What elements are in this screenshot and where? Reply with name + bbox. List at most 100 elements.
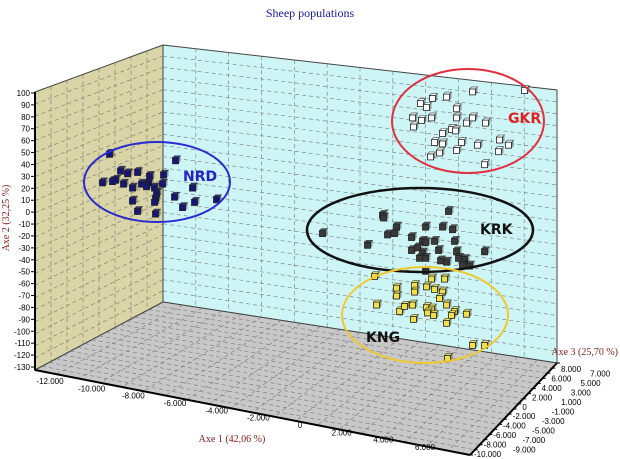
x-tick-label: -12.000 bbox=[36, 377, 64, 386]
gridline bbox=[162, 134, 558, 186]
point-nrd bbox=[212, 194, 223, 204]
cube-front bbox=[416, 254, 423, 262]
chart-title: Sheep populations bbox=[266, 6, 355, 20]
cube-top bbox=[447, 310, 458, 313]
cube-top bbox=[440, 273, 451, 277]
point-gkr bbox=[435, 147, 446, 157]
cube-front bbox=[453, 146, 460, 154]
cube-side bbox=[415, 300, 418, 309]
point-gkr bbox=[428, 93, 439, 102]
group-label-kng: KNG bbox=[366, 330, 400, 346]
cube-top bbox=[378, 210, 389, 213]
cube-top bbox=[457, 137, 468, 140]
cube-side bbox=[480, 140, 483, 149]
gridline bbox=[127, 320, 533, 389]
point-gkr bbox=[480, 159, 491, 169]
cube-side bbox=[449, 257, 452, 266]
gridline bbox=[162, 268, 558, 328]
gridline bbox=[34, 290, 164, 359]
point-nrd bbox=[98, 177, 109, 187]
cube-top bbox=[473, 139, 484, 143]
y-tick-label: 0 bbox=[26, 208, 31, 217]
cube-front bbox=[99, 179, 106, 187]
point-gkr bbox=[427, 112, 438, 122]
point-gkr bbox=[495, 134, 506, 144]
cube-side bbox=[467, 254, 470, 263]
y-tick-label: 100 bbox=[17, 89, 31, 98]
group-label-krk: KRK bbox=[480, 222, 514, 238]
cube-side bbox=[445, 138, 448, 147]
cube-side bbox=[415, 112, 418, 121]
cube-top bbox=[98, 177, 109, 181]
gridline bbox=[162, 111, 558, 162]
cube-top bbox=[133, 167, 144, 170]
point-kng bbox=[447, 310, 458, 319]
cube-front bbox=[364, 241, 371, 249]
point-krk bbox=[363, 240, 374, 249]
cube-top bbox=[438, 128, 449, 131]
cube-top bbox=[452, 112, 463, 116]
z-tick-labels: 8.000 7.000 6.000 5.000 4.000 3.000 2.000 1.000… bbox=[470, 362, 611, 459]
gridline bbox=[148, 309, 548, 374]
gridline bbox=[155, 305, 553, 369]
cube-top bbox=[442, 256, 453, 260]
cube-side bbox=[457, 236, 460, 245]
cube-top bbox=[468, 112, 479, 116]
cube-front bbox=[409, 301, 416, 309]
point-krk bbox=[390, 228, 401, 238]
cube-front bbox=[505, 141, 512, 149]
cube-front bbox=[448, 312, 455, 319]
x-tick-label: 0 bbox=[298, 421, 303, 430]
cube-top bbox=[116, 165, 127, 169]
cube-side bbox=[502, 135, 505, 143]
gridline bbox=[98, 335, 514, 410]
cube-side bbox=[501, 146, 504, 155]
cube-top bbox=[212, 194, 223, 198]
cube-side bbox=[130, 168, 133, 177]
cube-front bbox=[120, 180, 127, 188]
y-tick-label: -90 bbox=[18, 315, 30, 324]
y-tick-label: -20 bbox=[18, 232, 30, 241]
cube-front bbox=[463, 119, 470, 127]
y-tick-label: -80 bbox=[18, 303, 30, 312]
cube-top bbox=[400, 301, 411, 304]
cube-front bbox=[495, 148, 502, 156]
cube-front bbox=[393, 292, 400, 300]
point-nrd bbox=[123, 168, 134, 178]
cube-front bbox=[171, 193, 178, 201]
gridline bbox=[34, 212, 164, 274]
x-tick-label: -2.000 bbox=[247, 414, 270, 423]
cube-top bbox=[444, 206, 455, 209]
cube-front bbox=[411, 288, 418, 296]
cube-front bbox=[482, 119, 489, 127]
cube-front bbox=[469, 341, 476, 349]
point-gkr bbox=[438, 138, 449, 148]
point-krk bbox=[442, 256, 453, 266]
y-tick-label: 40 bbox=[21, 160, 30, 169]
cube-front bbox=[443, 301, 450, 309]
y-axis-label: Axe 2 (32,25 %) bbox=[1, 185, 12, 252]
cube-front bbox=[431, 139, 438, 147]
gridline bbox=[162, 201, 558, 257]
cube-side bbox=[488, 118, 491, 127]
gridline bbox=[91, 339, 509, 415]
cube-front bbox=[380, 214, 387, 222]
gridline bbox=[77, 347, 500, 425]
gridline bbox=[34, 201, 164, 262]
cube-side bbox=[416, 314, 419, 323]
cube-top bbox=[372, 299, 383, 303]
cube-front bbox=[459, 261, 466, 269]
cube-side bbox=[475, 340, 478, 349]
z-tick-label: 1.000 bbox=[561, 398, 582, 407]
cube-top bbox=[145, 171, 156, 174]
cube-side bbox=[424, 115, 427, 124]
y-tick-label: -120 bbox=[14, 351, 31, 360]
cube-front bbox=[458, 139, 465, 147]
cube-top bbox=[421, 237, 432, 240]
cube-side bbox=[475, 112, 478, 121]
point-krk bbox=[392, 221, 403, 231]
point-krk bbox=[434, 245, 445, 254]
cube-top bbox=[430, 284, 441, 287]
gridline bbox=[162, 189, 558, 245]
